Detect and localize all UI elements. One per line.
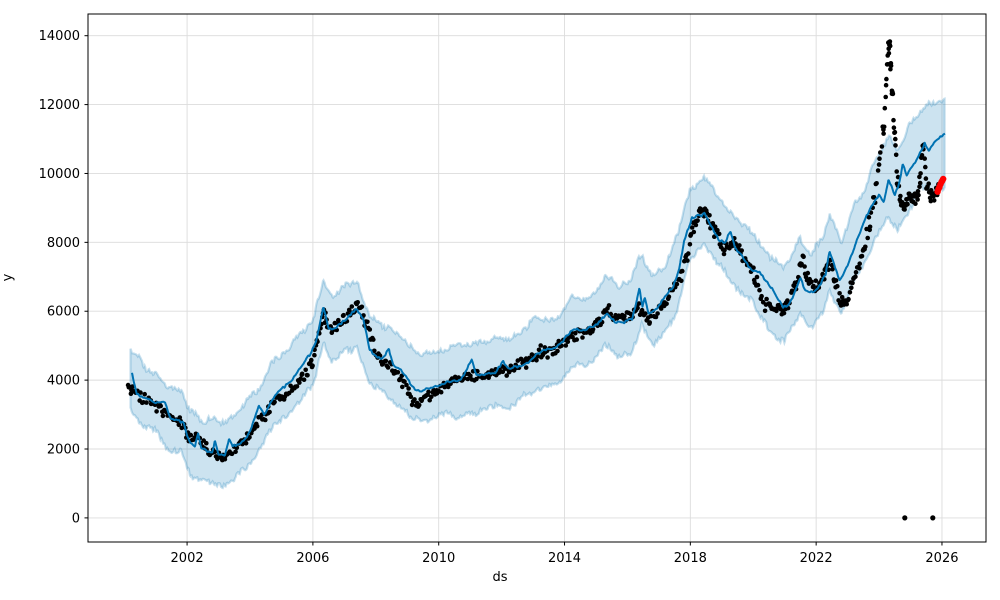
y-tick-label: 12000	[39, 98, 80, 113]
tick-labels: 2002 2006 2010 2014 2018 2022 2026 0 2000 4000 600…	[39, 29, 959, 566]
tick-marks	[84, 35, 943, 546]
x-tick-label: 2002	[171, 551, 204, 566]
y-tick-label: 2000	[47, 443, 80, 458]
y-tick-label: 4000	[47, 374, 80, 389]
x-axis-label: ds	[492, 570, 508, 585]
y-axis-label: y	[0, 273, 16, 282]
y-tick-label: 14000	[39, 29, 80, 44]
y-tick-label: 8000	[47, 236, 80, 251]
x-tick-label: 2010	[422, 551, 455, 566]
zero-outlier-points	[902, 515, 936, 521]
y-tick-label: 10000	[39, 167, 80, 182]
x-tick-label: 2022	[800, 551, 833, 566]
axes-spines	[87, 13, 987, 543]
forecast-line	[131, 132, 946, 457]
y-tick-label: 0	[72, 511, 80, 526]
y-tick-label: 6000	[47, 305, 80, 320]
actuals-scatter	[125, 39, 942, 463]
x-tick-label: 2026	[925, 551, 958, 566]
recent-red-points	[934, 175, 947, 195]
plot-area	[125, 39, 947, 521]
x-tick-label: 2006	[296, 551, 329, 566]
x-tick-label: 2018	[674, 551, 707, 566]
x-tick-label: 2014	[548, 551, 581, 566]
